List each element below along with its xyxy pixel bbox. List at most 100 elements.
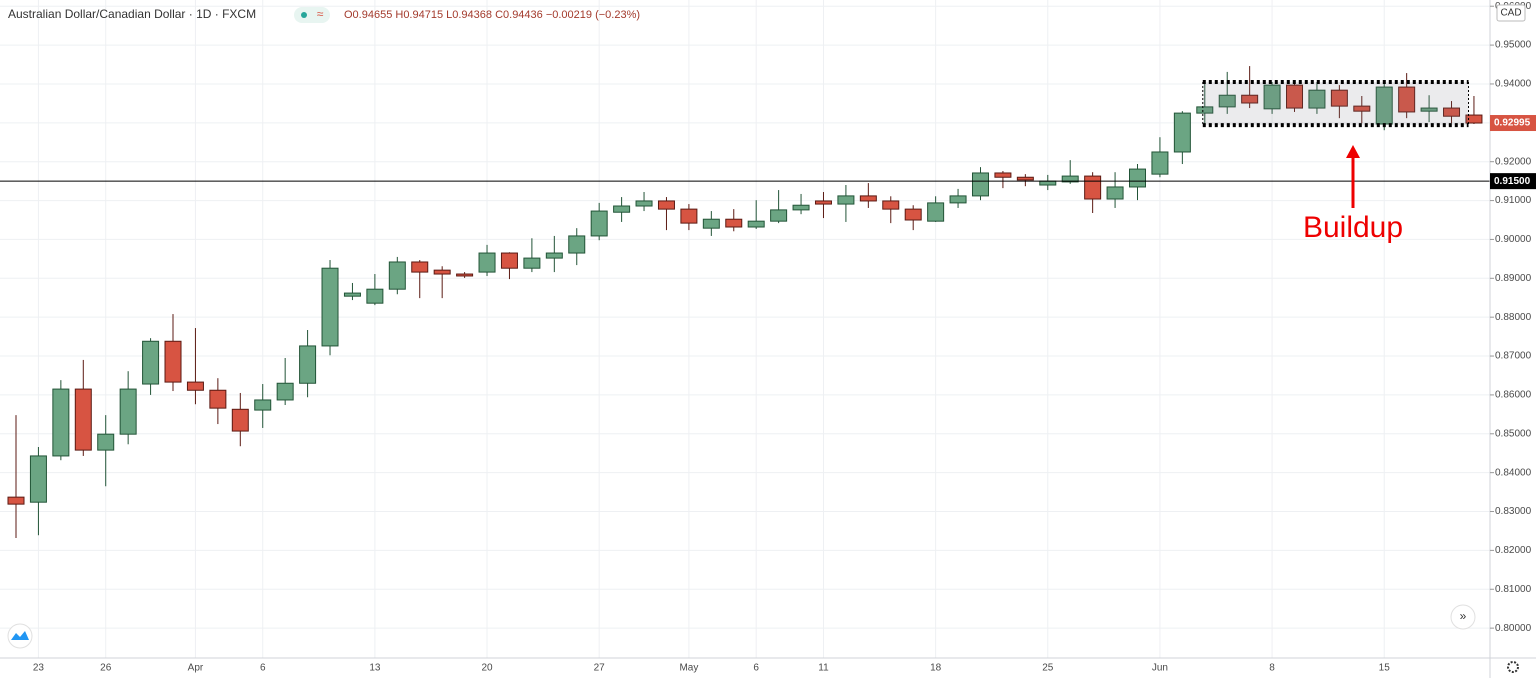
x-tick-label: May — [679, 663, 698, 674]
candle-body — [254, 399, 272, 411]
x-tick-label: 6 — [753, 663, 759, 674]
scroll-button[interactable] — [1450, 604, 1476, 630]
candle-body — [1330, 89, 1348, 107]
x-tick-label: Jun — [1152, 663, 1168, 674]
y-tick-label: 0.84000 — [1495, 467, 1532, 478]
candle-body — [882, 200, 900, 210]
candle-body — [299, 345, 317, 384]
candle-body — [792, 204, 810, 211]
candle-body — [1398, 86, 1416, 113]
candle-body — [1084, 175, 1102, 200]
candle-body — [142, 340, 160, 385]
currency-label: CAD — [1500, 8, 1521, 19]
x-tick-label: 25 — [1042, 663, 1054, 674]
candle-body — [1420, 107, 1438, 112]
x-tick-label: 23 — [33, 663, 45, 674]
candle-body — [680, 208, 698, 224]
settings-icon[interactable] — [1507, 661, 1519, 673]
chart-title: Australian Dollar/Canadian Dollar · 1D ·… — [8, 7, 256, 21]
candle-body — [635, 200, 653, 207]
candle-body — [231, 408, 249, 432]
x-tick-label: Apr — [188, 663, 204, 674]
candle-body — [343, 292, 361, 297]
x-tick-label: 13 — [369, 663, 381, 674]
y-tick-label: 0.95000 — [1495, 40, 1532, 51]
candle-body — [433, 269, 451, 275]
y-tick-label: 0.85000 — [1495, 428, 1532, 439]
annotation: Buildup — [1303, 211, 1403, 244]
candle-body — [411, 261, 429, 273]
last-price-box — [1490, 115, 1536, 132]
candle-body — [1241, 94, 1259, 104]
candle-body — [1443, 107, 1461, 117]
candle-body — [770, 209, 788, 222]
zone-fill — [1202, 82, 1469, 126]
status-dot — [301, 12, 307, 18]
grid — [0, 0, 1490, 658]
candle-body — [1061, 175, 1079, 183]
axes: 0.80000 0.81000 0.82000 0.83000 0.84000 0.850… — [33, 1, 1536, 674]
candle-body — [276, 382, 294, 401]
scroll-icon: » — [1460, 609, 1467, 623]
x-tick-label: 26 — [100, 663, 112, 674]
currency-box — [1496, 4, 1526, 22]
candle-body — [1465, 114, 1483, 124]
candle-body — [209, 389, 227, 409]
hline-label-box — [1490, 173, 1536, 190]
candle-body — [702, 218, 720, 229]
logo[interactable] — [7, 623, 33, 649]
candle-body — [725, 218, 743, 228]
candle-body — [388, 261, 406, 290]
y-tick-label: 0.83000 — [1495, 506, 1532, 517]
y-tick-label: 0.91000 — [1495, 195, 1532, 206]
x-tick-label: 20 — [481, 663, 493, 674]
x-tick-label: 18 — [930, 663, 942, 674]
candle-body — [1263, 84, 1281, 110]
y-tick-label: 0.94000 — [1495, 79, 1532, 90]
candle-body — [7, 496, 25, 505]
logo-icon — [11, 631, 29, 640]
x-tick-label: 15 — [1379, 663, 1391, 674]
y-tick-label: 0.80000 — [1495, 623, 1532, 634]
candle-body — [366, 288, 384, 304]
candle-body — [613, 205, 631, 213]
candle-body — [1218, 94, 1236, 108]
hline-label: 0.91500 — [1494, 176, 1531, 187]
candle-body — [568, 235, 586, 254]
candle-body — [1151, 151, 1169, 175]
candle-body — [74, 388, 92, 451]
y-tick-label: 0.92000 — [1495, 156, 1532, 167]
x-tick-label: 27 — [594, 663, 606, 674]
candle-body — [949, 195, 967, 204]
candle-body — [1173, 112, 1191, 153]
annotation-arrowhead — [1346, 145, 1360, 158]
candle-body — [500, 252, 518, 269]
candle-body — [590, 210, 608, 237]
y-tick-label: 0.82000 — [1495, 545, 1532, 556]
y-tick-label: 0.88000 — [1495, 312, 1532, 323]
candle-body — [29, 455, 47, 503]
candle-body — [186, 381, 204, 391]
candle-body — [1308, 89, 1326, 109]
candle-body — [1129, 168, 1146, 188]
y-tick-label: 0.90000 — [1495, 234, 1532, 245]
candle-body — [1039, 180, 1057, 186]
candle-body — [747, 220, 765, 228]
candle-body — [545, 252, 563, 259]
y-tick-label: 0.87000 — [1495, 351, 1532, 362]
candle-body — [1353, 105, 1371, 112]
x-tick-label: 8 — [1269, 663, 1275, 674]
x-tick-label: 6 — [260, 663, 266, 674]
candle-body — [994, 172, 1012, 178]
x-tick-label: 11 — [818, 663, 829, 674]
status-badge[interactable] — [294, 7, 330, 23]
candle-body — [927, 202, 945, 222]
candle-body — [814, 200, 832, 205]
candle-body — [119, 388, 137, 435]
candle-body — [859, 195, 877, 202]
candle-body — [1106, 186, 1124, 200]
plot: Buildup — [0, 66, 1490, 538]
candle-body — [523, 257, 541, 269]
